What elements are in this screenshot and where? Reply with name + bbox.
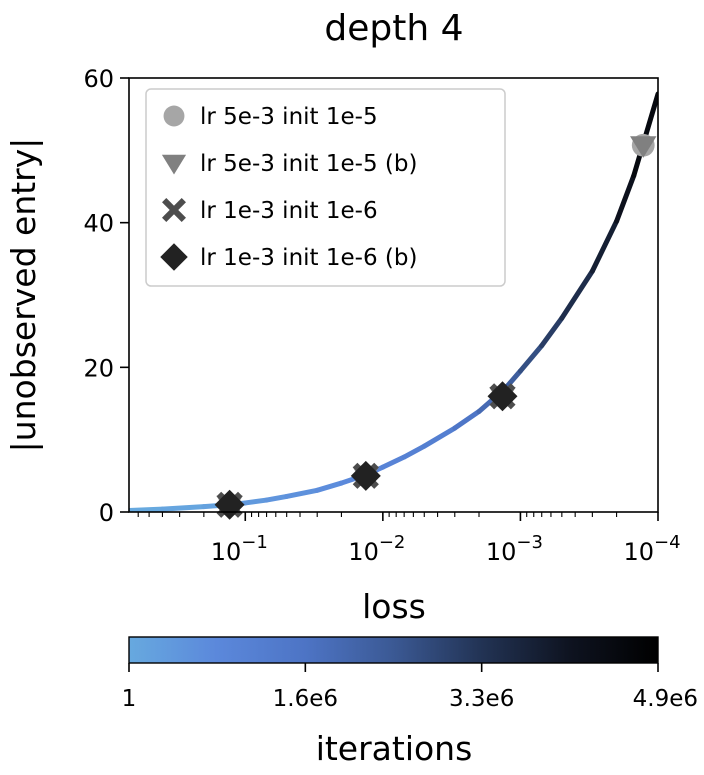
curve-segment xyxy=(559,268,595,321)
legend-item: lr 5e-3 init 1e-5 (b) xyxy=(161,151,417,177)
legend-item: lr 5e-3 init 1e-5 xyxy=(163,104,378,130)
curve-segment xyxy=(380,454,407,470)
chart-title: depth 4 xyxy=(324,8,463,49)
legend-label: lr 1e-3 init 1e-6 (b) xyxy=(200,245,417,271)
x-tick-label: 10−4 xyxy=(623,532,680,566)
data-point-diamond xyxy=(487,381,518,412)
legend-box xyxy=(145,88,506,287)
legend-item: lr 1e-3 init 1e-6 xyxy=(162,198,378,224)
colorbar-label: iterations xyxy=(316,729,473,768)
y-axis-label: |unobserved entry| xyxy=(4,138,43,453)
curve-segment xyxy=(314,480,344,493)
legend-label: lr 5e-3 init 1e-5 (b) xyxy=(200,151,417,177)
colorbar-ticks: 1 1.6e6 3.3e6 4.9e6 xyxy=(122,663,698,712)
y-tick-label: 40 xyxy=(83,210,114,238)
curve-segment xyxy=(242,497,270,506)
data-point-triangle xyxy=(161,154,187,175)
curve-segment xyxy=(452,408,482,431)
x-tick-label: 10−2 xyxy=(348,532,405,566)
data-point-x xyxy=(162,198,186,222)
curve-segment xyxy=(517,343,545,374)
y-tick-label: 60 xyxy=(83,65,114,93)
colorbar-gradient xyxy=(128,636,659,664)
curve-segment xyxy=(421,425,458,449)
colorbar-tick-label: 3.3e6 xyxy=(449,686,514,712)
legend-item: lr 1e-3 init 1e-6 (b) xyxy=(160,243,417,271)
x-axis-label: loss xyxy=(362,587,426,626)
curve-segment xyxy=(539,315,565,349)
curve-segment xyxy=(284,487,320,499)
legend-label: lr 5e-3 init 1e-5 xyxy=(200,104,378,130)
x-tick-label: 10−3 xyxy=(486,532,543,566)
plot-area xyxy=(129,91,658,520)
curve-segment xyxy=(159,504,207,512)
y-axis: 0 20 40 60 xyxy=(83,65,129,527)
curve-segment xyxy=(614,173,637,224)
legend: lr 5e-3 init 1e-5 lr 5e-3 init 1e-5 (b) lr… xyxy=(145,88,506,287)
y-tick-label: 0 xyxy=(99,499,114,527)
colorbar-tick-label: 1.6e6 xyxy=(273,686,338,712)
data-point-diamond xyxy=(160,243,188,271)
series-markers xyxy=(216,383,516,518)
legend-label: lr 1e-3 init 1e-6 xyxy=(200,198,378,224)
x-tick-label: 10−1 xyxy=(211,532,268,566)
plot-frame xyxy=(128,77,659,513)
curve-segment xyxy=(401,443,427,460)
data-point-triangle xyxy=(630,136,657,158)
colorbar xyxy=(128,636,659,664)
x-axis: 10−1 10−2 10−3 10−4 xyxy=(137,512,681,566)
curve-segment xyxy=(264,493,290,503)
colorbar-tick-label: 4.9e6 xyxy=(633,686,698,712)
curve-segment xyxy=(129,506,165,512)
curve-segment xyxy=(589,218,620,274)
data-point-circle xyxy=(163,105,185,127)
y-tick-label: 20 xyxy=(83,354,114,382)
data-point-diamond xyxy=(350,460,381,491)
colorbar-tick-label: 1 xyxy=(122,686,137,712)
